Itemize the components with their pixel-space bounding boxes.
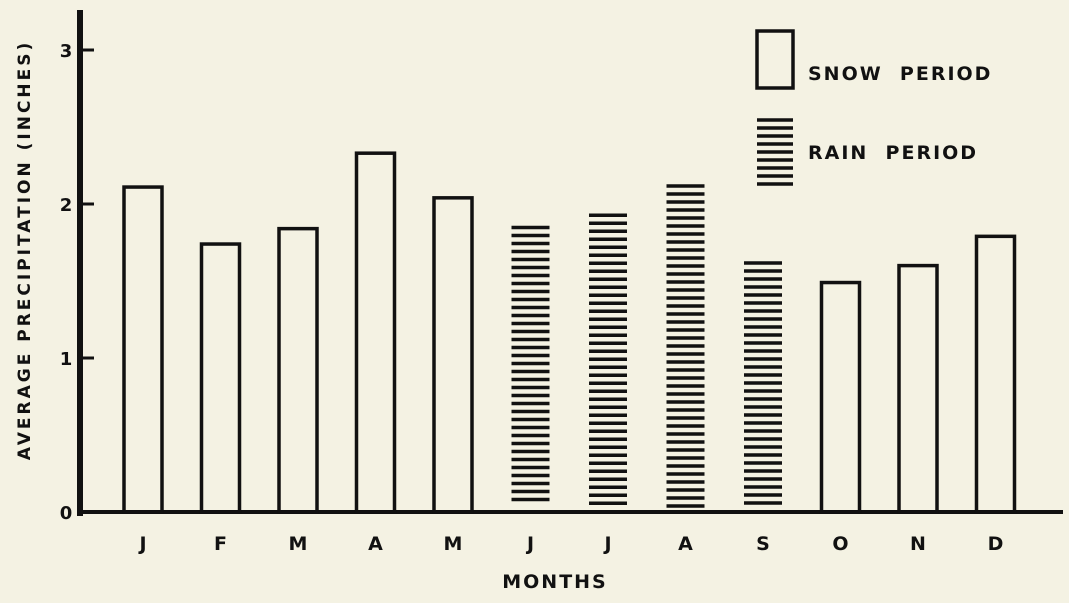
bar-outline <box>974 234 1017 514</box>
x-tick-label: M <box>444 533 463 555</box>
x-tick-label: J <box>525 533 534 555</box>
y-tick-label: 0 <box>60 503 73 524</box>
x-tick-label: A <box>678 533 693 555</box>
y-tick-label: 3 <box>60 41 73 62</box>
snow-bar <box>432 196 474 514</box>
rain-bar <box>511 225 550 502</box>
x-tick-label: M <box>289 533 308 555</box>
x-tick-label: J <box>137 533 146 555</box>
snow-bar <box>199 242 242 514</box>
x-tick-label: S <box>756 533 770 555</box>
x-tick-label: O <box>832 533 848 555</box>
x-axis-title: MONTHS <box>502 571 608 593</box>
snow-bar <box>277 226 319 514</box>
y-tick-label: 1 <box>60 349 73 370</box>
legend-swatch-rain <box>757 118 793 186</box>
y-tick-label: 2 <box>60 195 73 216</box>
bar-outline <box>199 242 242 514</box>
x-tick-label: A <box>368 533 383 555</box>
snow-bar <box>897 263 939 514</box>
bar-outline <box>432 196 474 514</box>
legend-label-rain: RAIN PERIOD <box>808 142 978 164</box>
bar-outline <box>277 226 319 514</box>
snow-bar <box>122 185 164 514</box>
x-tick-label: D <box>988 533 1004 555</box>
rain-bar <box>744 261 782 505</box>
x-tick-label: J <box>602 533 611 555</box>
legend: SNOW PERIOD RAIN PERIOD <box>755 29 992 186</box>
bar-outline <box>819 280 862 514</box>
rain-bar <box>589 213 627 505</box>
snow-bar <box>819 280 862 514</box>
snow-bar <box>974 234 1017 514</box>
x-tick-label: N <box>910 533 926 555</box>
legend-swatch-snow <box>755 29 795 90</box>
bar-outline <box>354 151 397 514</box>
x-tick-label: F <box>214 533 227 555</box>
legend-label-snow: SNOW PERIOD <box>808 63 992 85</box>
y-axis-title: AVERAGE PRECIPITATION (INCHES) <box>15 40 35 461</box>
rain-bar <box>666 184 705 508</box>
snow-bar <box>354 151 397 514</box>
plot-area: 0 1 2 3 J F M A M J J A S O N D <box>60 10 1063 555</box>
bar-outline <box>897 263 939 514</box>
bar-outline <box>122 185 164 514</box>
